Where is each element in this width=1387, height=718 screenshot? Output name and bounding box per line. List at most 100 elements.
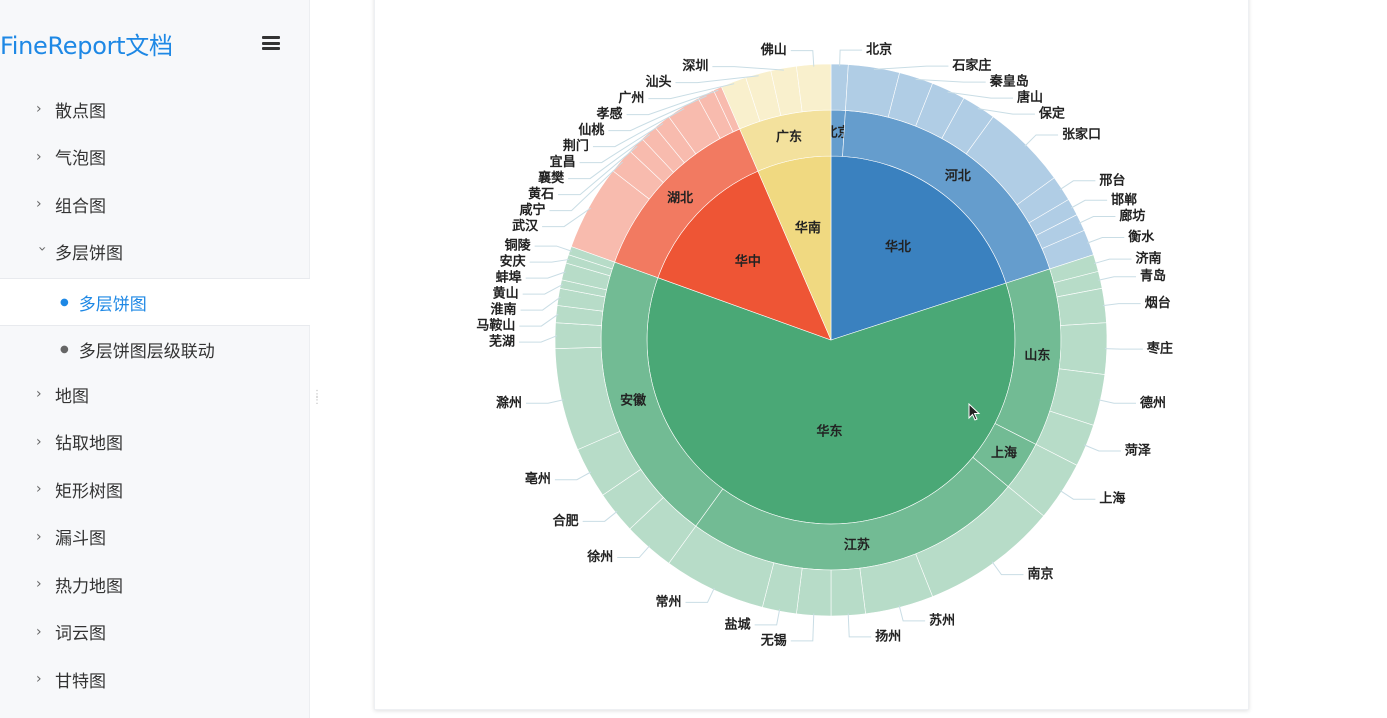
chevron-right-icon: › xyxy=(36,623,42,640)
leader-line xyxy=(579,123,664,164)
leader-line xyxy=(1093,258,1132,265)
city-label: 烟台 xyxy=(1145,295,1171,311)
leader-line xyxy=(947,91,1014,99)
city-label: 咸宁 xyxy=(519,202,545,218)
region-label: 华东 xyxy=(817,423,843,439)
resize-handle-icon[interactable]: ⋮ ⋮ xyxy=(312,389,322,406)
sidebar-item-label: 热力地图 xyxy=(55,576,123,597)
sidebar-subitem-label: 多层饼图 xyxy=(78,294,147,315)
chevron-right-icon: › xyxy=(36,386,42,402)
pie-slice-city[interactable] xyxy=(1058,322,1108,375)
leader-line xyxy=(648,83,735,100)
sidebar-subitem-label: 多层饼图层级联动 xyxy=(78,342,215,362)
chevron-right-icon: › xyxy=(36,148,42,165)
leader-line xyxy=(1104,348,1143,350)
pie-slice-city[interactable] xyxy=(796,63,832,113)
leader-line xyxy=(529,258,570,263)
chevron-down-icon: › xyxy=(34,245,50,252)
leader-line xyxy=(519,313,559,327)
leader-line xyxy=(1087,236,1125,244)
leader-line xyxy=(873,65,949,70)
city-label: 合肥 xyxy=(553,513,579,529)
leader-line xyxy=(839,49,863,67)
sidebar-item-7[interactable]: › 漏斗图 xyxy=(0,517,310,557)
chevron-right-icon: › xyxy=(36,671,42,687)
multi-level-pie-chart: 北京河北华北山东上海江苏安徽华东湖北华中广东华南北京石家庄秦皇岛唐山保定张家口邢… xyxy=(476,42,1173,649)
city-label: 武汉 xyxy=(512,218,539,234)
sidebar-item-label: 漏斗图 xyxy=(55,529,106,549)
sidebar-item-label: 甘特图 xyxy=(55,671,106,692)
sidebar-item-8[interactable]: › 热力地图 xyxy=(0,564,310,604)
leader-line xyxy=(790,613,815,642)
pie-slice-city[interactable] xyxy=(796,567,832,617)
leader-line xyxy=(1083,444,1121,452)
hamburger-menu-icon[interactable] xyxy=(262,36,280,50)
city-label: 德州 xyxy=(1140,395,1166,411)
city-label: 襄樊 xyxy=(537,170,565,186)
city-label: 徐州 xyxy=(586,549,613,565)
region-label: 华南 xyxy=(795,220,821,236)
sidebar-item-label: 地图 xyxy=(55,386,89,407)
province-label: 安徽 xyxy=(620,392,647,408)
leader-line xyxy=(847,613,872,638)
region-label: 华中 xyxy=(735,253,761,269)
city-label: 张家口 xyxy=(1062,126,1101,142)
pie-slice-city[interactable] xyxy=(830,567,866,617)
city-label: 保定 xyxy=(1038,106,1065,122)
chart-card: 北京 河北 华北 山东 上海 江苏 安徽 华东 湖北 华中 广东 华南 北京 石家庄 秦皇岛 唐山 保定 张家口邢… xyxy=(374,0,1249,710)
city-label: 唐山 xyxy=(1017,90,1043,106)
sidebar-subitem-0[interactable]: ● 多层饼图 xyxy=(0,278,310,326)
city-label: 北京 xyxy=(866,42,892,58)
province-label: 河北 xyxy=(945,168,971,184)
city-label: 荆门 xyxy=(563,138,589,154)
leader-line xyxy=(977,108,1035,115)
sidebar-item-label: 词云图 xyxy=(55,624,106,644)
city-label: 枣庄 xyxy=(1146,341,1173,357)
region-label: 华北 xyxy=(885,239,911,255)
sidebar-item-5[interactable]: › 钻取地图 xyxy=(0,422,310,462)
bullet-icon: ● xyxy=(60,344,69,355)
sidebar-item-2[interactable]: › 组合图 xyxy=(0,184,310,224)
city-label: 秦皇岛 xyxy=(989,74,1029,90)
leader-line xyxy=(568,134,651,180)
leader-line xyxy=(991,561,1024,576)
sidebar-item-3[interactable]: › 多层饼图 xyxy=(0,232,310,272)
province-label: 江苏 xyxy=(844,537,870,553)
sidebar-item-label: 矩形树图 xyxy=(55,481,123,502)
sidebar-item-6[interactable]: › 矩形树图 xyxy=(0,469,310,509)
chevron-right-icon: › xyxy=(36,196,42,212)
city-label: 盐城 xyxy=(725,616,751,632)
sidebar-item-label: 钻取地图 xyxy=(55,434,123,454)
city-label: 铜陵 xyxy=(504,238,532,254)
chevron-right-icon: › xyxy=(36,576,42,592)
leader-line xyxy=(525,271,566,279)
leader-line xyxy=(712,66,784,71)
leader-line xyxy=(898,605,926,622)
leader-line xyxy=(1102,303,1141,307)
city-label: 苏州 xyxy=(929,612,955,628)
sidebar-subitem-1[interactable]: ● 多层饼图层级联动 xyxy=(0,326,310,374)
leader-line xyxy=(1098,399,1137,404)
leader-line xyxy=(525,399,564,404)
leader-line xyxy=(754,609,781,626)
pie-slice-city[interactable] xyxy=(554,322,602,349)
brand-title[interactable]: FineReport文档 xyxy=(0,32,173,60)
sidebar-item-0[interactable]: › 散点图 xyxy=(0,89,310,129)
leader-line xyxy=(592,108,685,148)
city-label: 广州 xyxy=(618,90,644,106)
city-label: 南京 xyxy=(1027,566,1053,582)
city-label: 廊坊 xyxy=(1119,208,1145,224)
leader-line xyxy=(1098,276,1137,281)
city-label: 深圳 xyxy=(682,58,708,74)
province-label: 广东 xyxy=(776,129,802,145)
sidebar-item-10[interactable]: › 甘特图 xyxy=(0,659,310,699)
sidebar-item-1[interactable]: › 气泡图 xyxy=(0,137,310,177)
city-label: 仙桃 xyxy=(578,122,604,138)
sidebar-item-9[interactable]: › 词云图 xyxy=(0,612,310,652)
city-label: 石家庄 xyxy=(951,58,991,74)
sidebar-item-4[interactable]: › 地图 xyxy=(0,374,310,414)
city-label: 邯郸 xyxy=(1111,192,1137,208)
chevron-right-icon: › xyxy=(36,528,42,545)
leader-line xyxy=(558,145,638,196)
leader-line xyxy=(534,245,572,252)
